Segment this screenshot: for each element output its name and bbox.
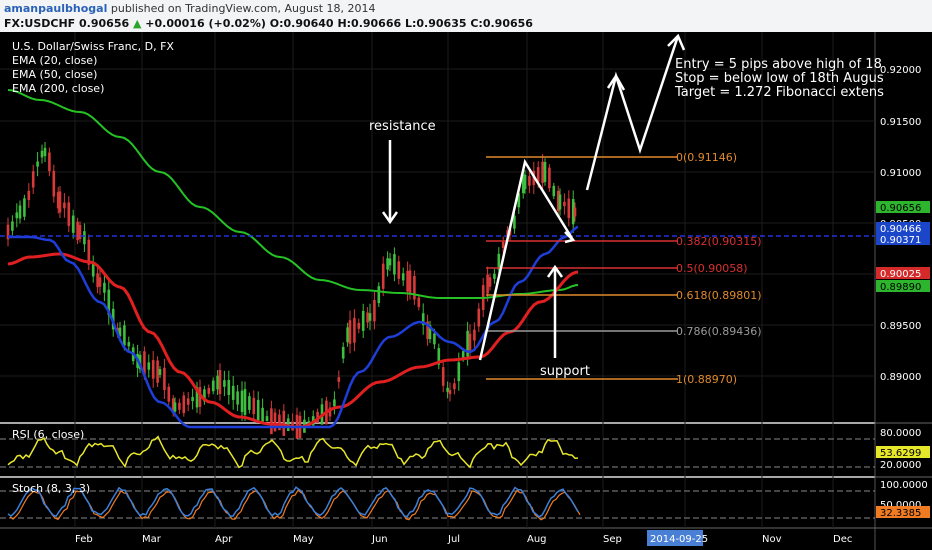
time-label: Mar — [142, 534, 162, 545]
fibonacci-retracement[interactable]: 0(0.91146) 0.382(0.90315) 0.5(0.90058) 0… — [486, 151, 762, 386]
rsi-pane[interactable] — [0, 424, 875, 476]
chart-title: U.S. Dollar/Swiss Franc, D, FX — [12, 40, 174, 53]
ema-200-line — [7, 89, 579, 299]
rsi-line — [7, 435, 579, 469]
fib-label-0618: 0.618(0.89801) — [676, 289, 762, 302]
price-tick: 0.91500 — [880, 117, 921, 128]
time-labels: Feb Mar Apr May Jun Jul Aug Sep Nov Dec — [75, 534, 852, 545]
stoch-k-line — [7, 486, 579, 518]
fib-label-05: 0.5(0.90058) — [676, 262, 748, 275]
projection-arrowhead — [606, 73, 626, 91]
last-price-badge: 0.90656 — [880, 203, 921, 214]
ema200-badge: 0.89890 — [880, 282, 921, 293]
price-badges: 0.90656 0.90466 0.90371 0.90025 0.89890 — [876, 201, 930, 293]
stoch-label: Stoch (8, 3, 3) — [12, 482, 90, 495]
fib-label-1: 1(0.88970) — [676, 373, 737, 386]
ema-20-line — [8, 225, 579, 429]
resistance-label: resistance — [369, 119, 436, 134]
time-label: Jun — [371, 534, 388, 545]
close-value: C:0.90656 — [470, 17, 533, 30]
rsi-badge: 53.6299 — [880, 448, 921, 459]
change-value: +0.00016 (+0.02%) — [145, 17, 266, 30]
stoch-pane[interactable] — [0, 478, 875, 528]
stoch-badge: 32.3385 — [880, 508, 921, 519]
time-axis[interactable] — [0, 528, 875, 550]
time-label: May — [293, 534, 314, 545]
crosshair-date-badge — [647, 530, 703, 546]
last-price: 0.90656 — [79, 17, 130, 30]
fib-label-0382: 0.382(0.90315) — [676, 235, 762, 248]
up-arrow-icon: ▲ — [132, 17, 142, 30]
rsi-tick-20: 20.0000 — [880, 460, 921, 471]
line-badge: 0.90371 — [880, 235, 921, 246]
rsi-label: RSI (6, close) — [12, 428, 84, 441]
zigzag-arrowhead — [564, 231, 576, 244]
published-text: published on TradingView.com, August 18,… — [110, 2, 376, 15]
ema200-legend: EMA (200, close) — [12, 82, 104, 95]
ema20-legend: EMA (20, close) — [12, 54, 97, 67]
ema50-legend: EMA (50, close) — [12, 68, 97, 81]
time-label: Feb — [75, 534, 93, 545]
support-label: support — [540, 364, 590, 379]
price-tick: 0.89000 — [880, 372, 921, 383]
projection-line[interactable] — [585, 35, 680, 191]
price-tick: 0.89500 — [880, 321, 921, 332]
time-label: Sep — [603, 534, 622, 545]
quote-line: FX:USDCHF 0.90656 ▲ +0.00016 (+0.02%) O:… — [4, 17, 533, 30]
price-tick: 0.91000 — [880, 168, 921, 179]
low-value: L:0.90635 — [405, 17, 467, 30]
stoch-tick-50: 50.0000 — [880, 500, 921, 511]
time-label: Dec — [833, 534, 852, 545]
author-link[interactable]: amanpaulbhogal — [4, 2, 108, 15]
time-label: Jul — [447, 534, 460, 545]
fib-label-0786: 0.786(0.89436) — [676, 325, 762, 338]
price-tick: 0.92000 — [880, 65, 921, 76]
time-label: Nov — [762, 534, 782, 545]
entry-note: Entry = 5 pips above high of 18 — [675, 57, 882, 72]
trend-drawings[interactable] — [381, 33, 686, 361]
chart-legend: U.S. Dollar/Swiss Franc, D, FX EMA (20, … — [12, 40, 174, 95]
ema20-badge: 0.90466 — [880, 224, 921, 235]
projection-arrowhead-top — [667, 33, 686, 51]
symbol-label: FX:USDCHF — [4, 17, 76, 30]
target-note: Target = 1.272 Fibonacci extens — [674, 85, 884, 100]
fib-label-0: 0(0.91146) — [676, 151, 737, 164]
ema50-badge: 0.90025 — [880, 269, 921, 280]
resistance-arrowhead — [381, 211, 399, 225]
zigzag-line[interactable] — [478, 158, 575, 361]
publish-info: amanpaulbhogal published on TradingView.… — [4, 2, 375, 15]
publish-header: amanpaulbhogal published on TradingView.… — [0, 0, 932, 32]
time-label: Aug — [527, 534, 547, 545]
high-value: H:0.90666 — [337, 17, 402, 30]
time-label: Apr — [215, 534, 233, 545]
support-arrowhead — [546, 264, 564, 278]
open-value: O:0.90640 — [269, 17, 334, 30]
stop-note: Stop = below low of 18th Augus — [675, 71, 884, 86]
stoch-tick-100: 100.0000 — [880, 480, 928, 491]
trading-chart[interactable]: 0(0.91146) 0.382(0.90315) 0.5(0.90058) 0… — [0, 32, 932, 550]
crosshair-date: 2014-09-25 — [650, 534, 708, 545]
rsi-tick-80: 80.0000 — [880, 428, 921, 439]
